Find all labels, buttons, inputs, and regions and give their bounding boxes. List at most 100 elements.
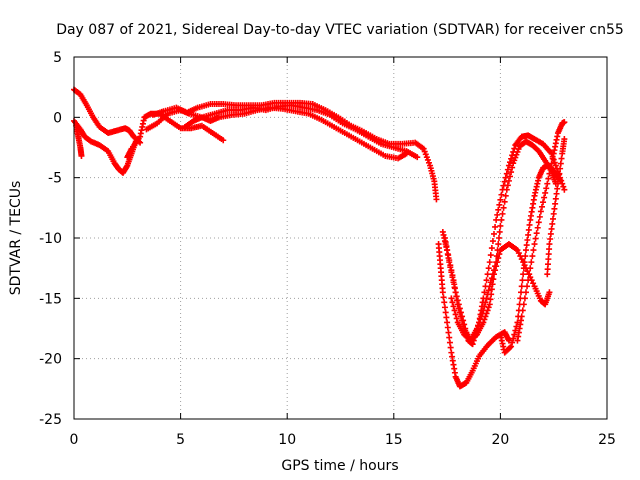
- y-axis-tick-labels: -25 -20 -15 -10 -5 0 5: [39, 50, 62, 428]
- data-point-marker: [494, 247, 501, 254]
- data-point-marker: [477, 316, 484, 323]
- data-point-marker: [526, 221, 533, 228]
- y-tick-label: -20: [39, 352, 62, 368]
- data-point-marker: [445, 329, 452, 336]
- data-point-marker: [505, 177, 512, 184]
- data-point-marker: [444, 319, 451, 326]
- data-point-marker: [480, 307, 487, 314]
- data-point-marker: [446, 334, 453, 341]
- data-point-marker: [440, 294, 447, 301]
- data-point-marker: [473, 325, 480, 332]
- data-point-marker: [478, 313, 485, 320]
- data-point-marker: [488, 245, 495, 252]
- data-point-marker: [528, 259, 535, 266]
- series-track-13: [514, 119, 568, 344]
- data-point-marker: [498, 216, 505, 223]
- data-point-marker: [552, 195, 559, 202]
- data-point-marker: [446, 259, 453, 266]
- data-point-marker: [525, 277, 532, 284]
- data-point-marker: [561, 136, 568, 143]
- data-point-marker: [536, 213, 543, 220]
- data-point-marker: [547, 236, 554, 243]
- y-tick-label: -15: [39, 291, 62, 307]
- data-point-marker: [505, 337, 512, 344]
- x-tick-label: 0: [70, 432, 79, 448]
- data-point-marker: [489, 271, 496, 278]
- data-point-marker: [544, 266, 551, 273]
- data-point-marker: [561, 186, 568, 193]
- data-point-marker: [503, 170, 510, 177]
- data-point-marker: [497, 196, 504, 203]
- y-tick-label: 0: [53, 110, 62, 126]
- series-track-11: [448, 138, 559, 344]
- data-point-marker: [522, 289, 529, 296]
- data-point-marker: [520, 271, 527, 278]
- data-point-marker: [459, 313, 466, 320]
- data-point-marker: [484, 291, 491, 298]
- data-point-marker: [551, 205, 558, 212]
- data-point-marker: [506, 344, 513, 351]
- data-point-marker: [552, 162, 559, 169]
- y-tick-label: 5: [53, 50, 62, 66]
- data-point-marker: [492, 263, 499, 270]
- data-point-marker: [538, 203, 545, 210]
- data-point-marker: [421, 148, 428, 155]
- data-point-marker: [546, 246, 553, 253]
- data-point-marker: [403, 150, 410, 157]
- data-point-marker: [494, 211, 501, 218]
- data-point-marker: [495, 235, 502, 241]
- data-point-marker: [525, 226, 532, 233]
- data-point-marker: [518, 313, 525, 320]
- data-point-marker: [476, 319, 483, 326]
- data-point-marker: [518, 283, 525, 290]
- data-point-marker: [483, 295, 490, 302]
- data-point-marker: [506, 159, 513, 166]
- data-point-marker: [561, 119, 568, 126]
- data-point-marker: [488, 286, 495, 293]
- data-point-marker: [498, 191, 505, 198]
- y-tick-label: -5: [48, 171, 62, 187]
- data-point-marker: [540, 199, 547, 206]
- data-point-marker: [522, 253, 529, 260]
- data-point-marker: [513, 323, 520, 330]
- data-point-marker: [451, 284, 458, 291]
- data-point-marker: [484, 271, 491, 278]
- series-track-3: [73, 122, 85, 159]
- x-tick-label: 25: [598, 432, 616, 448]
- data-point-marker: [511, 331, 518, 338]
- data-point-marker: [508, 169, 515, 176]
- data-point-marker: [504, 166, 511, 173]
- data-point-marker: [513, 151, 520, 158]
- data-point-marker: [433, 196, 440, 203]
- data-point-marker: [514, 148, 521, 155]
- data-point-marker: [508, 343, 515, 350]
- data-point-marker: [557, 165, 564, 172]
- axis-ticks: [73, 56, 608, 420]
- data-point-marker: [556, 170, 563, 177]
- data-point-marker: [447, 344, 454, 351]
- data-point-marker: [545, 261, 552, 268]
- data-point-marker: [420, 145, 427, 152]
- data-point-marker: [535, 219, 542, 226]
- x-tick-label: 10: [278, 432, 296, 448]
- data-point-marker: [485, 304, 492, 311]
- data-point-marker: [520, 265, 527, 272]
- data-point-marker: [501, 178, 508, 185]
- data-point-marker: [455, 301, 462, 308]
- data-point-marker: [515, 250, 522, 257]
- data-point-marker: [485, 265, 492, 272]
- data-point-marker: [488, 275, 495, 282]
- data-point-marker: [414, 154, 421, 161]
- data-point-marker: [485, 287, 492, 294]
- data-point-marker: [495, 241, 502, 248]
- data-point-marker: [521, 259, 528, 266]
- data-point-marker: [512, 327, 519, 334]
- data-point-marker: [554, 180, 561, 187]
- x-axis-label: GPS time / hours: [281, 458, 398, 474]
- data-point-marker: [533, 230, 540, 237]
- data-point-marker: [453, 293, 460, 300]
- data-points: [71, 86, 568, 390]
- data-point-marker: [450, 303, 457, 310]
- data-point-marker: [496, 201, 503, 208]
